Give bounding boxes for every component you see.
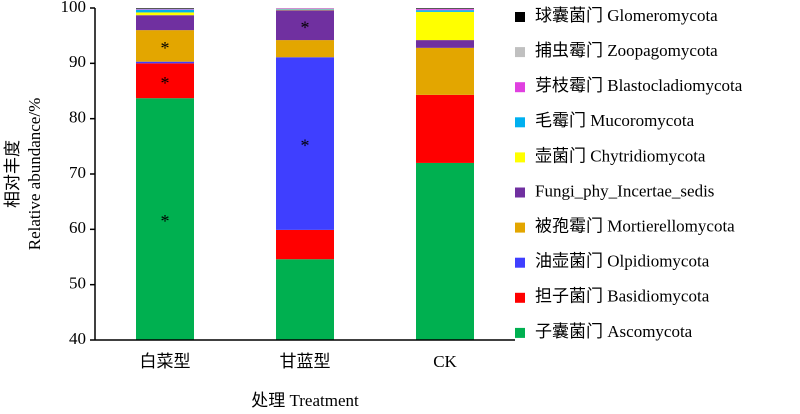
bar-segment [276, 40, 334, 58]
legend-label: 担子菌门 Basidiomycota [535, 287, 710, 306]
legend-label: Fungi_phy_Incertae_sedis [535, 181, 714, 200]
significance-label: * [301, 17, 310, 37]
x-tick-label: CK [433, 352, 457, 371]
legend-swatch [515, 12, 525, 22]
bar-segment [276, 8, 334, 10]
bar-segment [136, 8, 194, 10]
bar-segment [136, 12, 194, 16]
legend-swatch [515, 257, 525, 268]
bar-segment [136, 98, 194, 341]
bar-segment [136, 61, 194, 64]
y-axis-title: 相对丰度 [3, 140, 22, 208]
bar-segment [276, 229, 334, 260]
x-tick-label: 白菜型 [140, 352, 191, 371]
y-axis-title: Relative abundance/% [25, 98, 44, 250]
legend-label: 球囊菌门 Glomeromycota [535, 6, 718, 25]
legend-swatch [515, 47, 525, 58]
legend-swatch [515, 117, 525, 128]
bar-segment [276, 9, 334, 11]
legend-label: 壶菌门 Chytridiomycota [535, 146, 706, 165]
legend-label: 毛霉门 Mucoromycota [535, 111, 695, 130]
bar-segment [416, 9, 474, 11]
bar-segment [416, 10, 474, 12]
legend-swatch [515, 152, 525, 163]
legend-swatch [515, 292, 525, 303]
bar-segment [276, 9, 334, 10]
y-tick-label: 100 [61, 0, 87, 16]
bar-segment [136, 9, 194, 13]
legend-label: 被孢霉门 Mortierellomycota [535, 217, 735, 236]
significance-label: * [301, 136, 310, 156]
legend-label: 子囊菌门 Ascomycota [535, 322, 693, 341]
bar-segment [276, 8, 334, 9]
bar-segment [136, 30, 194, 62]
significance-label: * [161, 211, 170, 231]
y-tick-label: 70 [69, 163, 86, 182]
x-tick-label: 甘蓝型 [280, 352, 331, 371]
bar-segment [136, 9, 194, 10]
bar-segment [136, 15, 194, 31]
bar-segment [416, 11, 474, 41]
bar-segment [416, 8, 474, 10]
x-axis-title: 处理 Treatment [251, 391, 359, 410]
bar-segment [416, 94, 474, 163]
significance-label: * [161, 73, 170, 93]
bar-segment [276, 57, 334, 230]
bar-segment [136, 63, 194, 99]
bar-segment [416, 47, 474, 95]
bar-segment [276, 10, 334, 41]
y-tick-label: 50 [69, 274, 86, 293]
legend-swatch [515, 82, 525, 93]
y-tick-label: 80 [69, 108, 86, 127]
bar-segment [416, 162, 474, 340]
legend-swatch [515, 187, 525, 198]
y-tick-label: 90 [69, 52, 86, 71]
legend-label: 油壶菌门 Olpidiomycota [535, 252, 710, 271]
bar-segment [136, 8, 194, 9]
bar-segment [416, 40, 474, 48]
significance-label: * [161, 38, 170, 58]
bar-segment [276, 259, 334, 340]
bar-segment [416, 8, 474, 9]
legend-swatch [515, 222, 525, 233]
y-tick-label: 40 [69, 329, 86, 348]
legend-label: 捕虫霉门 Zoopagomycota [535, 41, 718, 60]
y-tick-label: 60 [69, 218, 86, 237]
legend-swatch [515, 327, 525, 338]
legend-label: 芽枝霉门 Blastocladiomycota [535, 76, 743, 95]
